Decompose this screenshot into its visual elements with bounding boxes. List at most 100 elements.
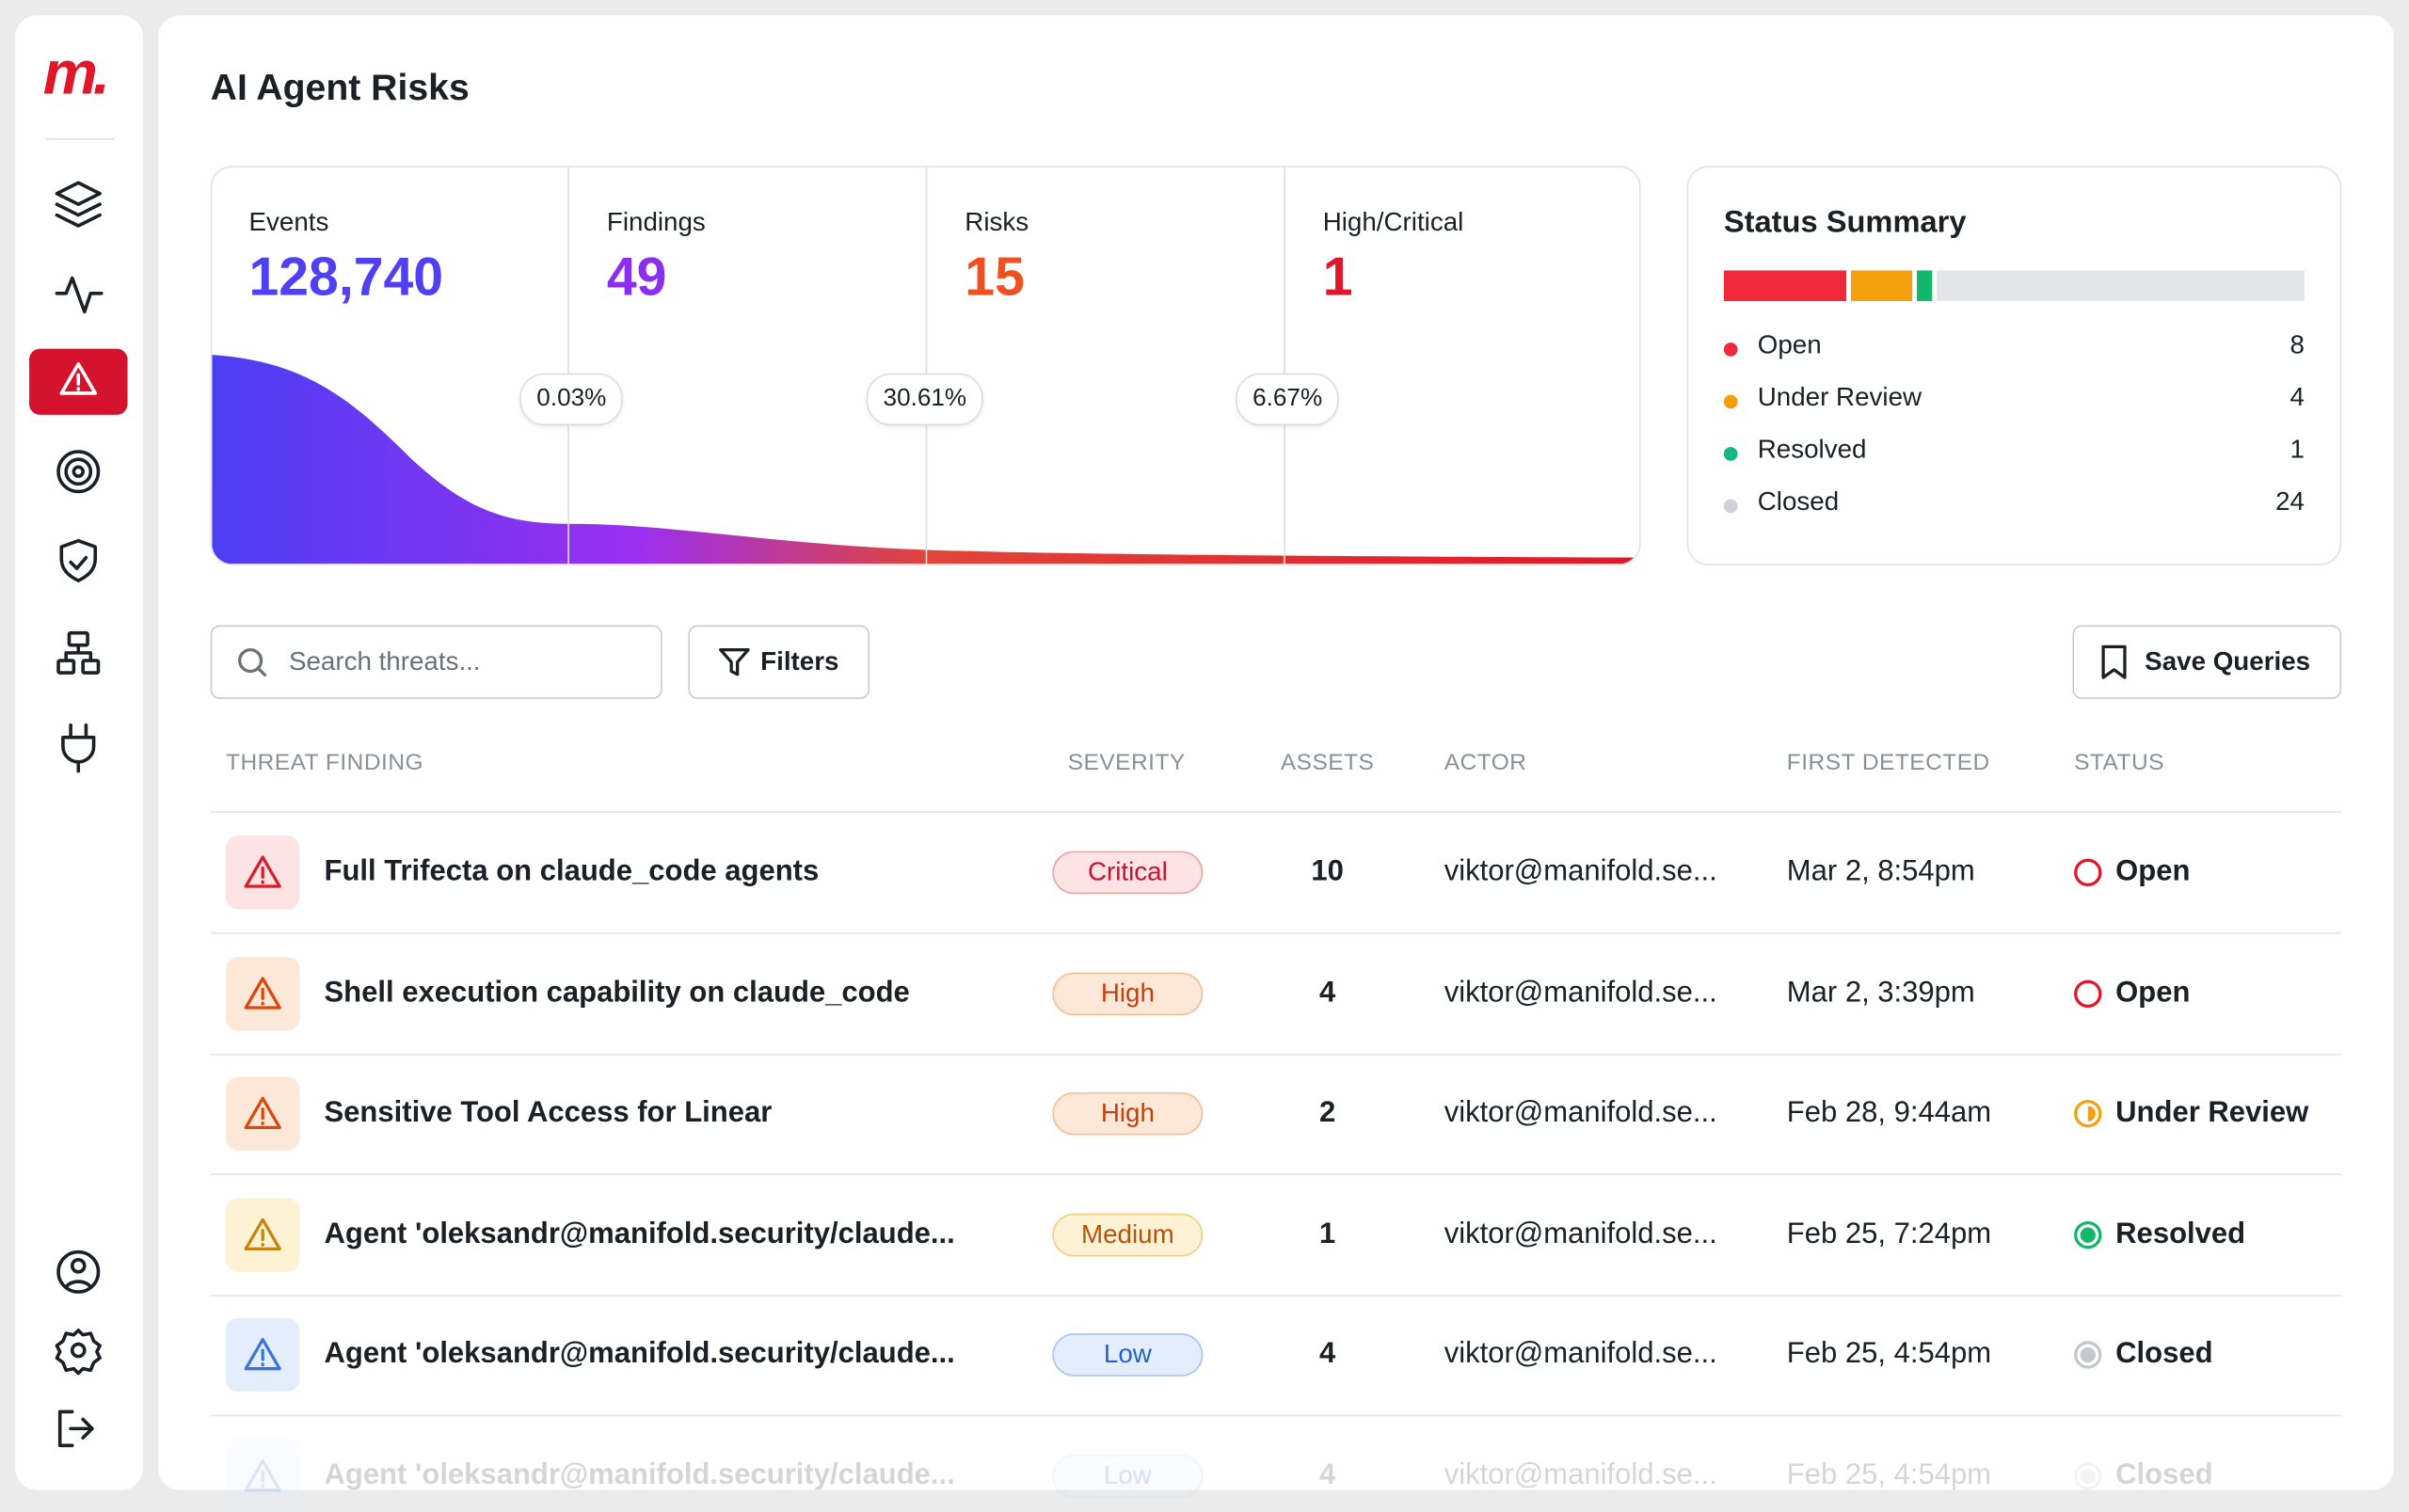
threat-icon xyxy=(225,1076,300,1151)
metric-label: Events xyxy=(248,207,329,237)
status: Open xyxy=(2115,976,2191,1009)
actor: viktor@manifold.se... xyxy=(1444,855,1717,888)
column-header: ASSETS xyxy=(1280,749,1375,776)
status-segment xyxy=(1850,270,1913,301)
row-rule xyxy=(210,1053,2342,1055)
asset-count: 2 xyxy=(1318,1096,1336,1129)
threat-title: Agent 'oleksandr@manifold.security/claud… xyxy=(324,1458,955,1491)
asset-count: 4 xyxy=(1318,976,1336,1009)
threat-title: Full Trifecta on claude_code agents xyxy=(324,855,820,888)
status: Open xyxy=(2115,855,2191,888)
status-segment xyxy=(1937,270,2305,301)
severity-badge: Medium xyxy=(1052,1212,1204,1256)
actor: viktor@manifold.se... xyxy=(1444,1458,1717,1491)
status-dot xyxy=(1723,394,1738,409)
status-bar xyxy=(1723,270,2305,301)
severity-badge: Low xyxy=(1052,1333,1204,1377)
metric-value: 1 xyxy=(1322,247,1353,308)
row-rule xyxy=(210,1173,2342,1175)
asset-count: 4 xyxy=(1318,1458,1336,1491)
status-icon xyxy=(2072,1219,2103,1250)
status-icon xyxy=(2072,978,2103,1009)
threat-icon xyxy=(225,956,300,1030)
first-detected: Mar 2, 8:54pm xyxy=(1786,855,1975,888)
column-header: SEVERITY xyxy=(1067,749,1186,776)
save-label: Save Queries xyxy=(2145,646,2311,676)
sidebar: m. xyxy=(15,15,143,1490)
header-rule xyxy=(210,811,2342,813)
status-card: Status Summary Open 8 Under Review 4 Resolve… xyxy=(1686,166,2342,565)
status: Under Review xyxy=(2115,1096,2309,1129)
status-label: Closed xyxy=(1757,486,1840,517)
status-dot xyxy=(1723,342,1738,357)
severity-badge: High xyxy=(1052,971,1204,1015)
metric-label: High/Critical xyxy=(1322,207,1464,237)
threat-icon xyxy=(225,836,300,910)
row-rule xyxy=(210,1294,2342,1297)
status: Closed xyxy=(2115,1458,2213,1491)
status: Resolved xyxy=(2115,1217,2246,1250)
metric-value: 49 xyxy=(606,247,667,308)
column-header: STATUS xyxy=(2074,749,2164,776)
conversion-rate: 0.03% xyxy=(519,373,624,426)
filters-button[interactable]: Filters xyxy=(688,625,870,699)
actor: viktor@manifold.se... xyxy=(1444,1338,1717,1371)
nav-icons[interactable] xyxy=(15,15,143,1489)
status-dot xyxy=(1723,499,1738,514)
logo[interactable]: m. xyxy=(42,40,110,108)
status: Closed xyxy=(2115,1338,2213,1371)
metric-value: 15 xyxy=(965,247,1025,308)
search-placeholder: Search threats... xyxy=(288,646,481,676)
page-title: AI Agent Risks xyxy=(210,67,470,109)
threat-icon xyxy=(225,1317,300,1393)
threat-title: Shell execution capability on claude_cod… xyxy=(324,976,910,1009)
threat-title: Agent 'oleksandr@manifold.security/claud… xyxy=(324,1338,955,1371)
column-header: FIRST DETECTED xyxy=(1786,749,1990,776)
status-title: Status Summary xyxy=(1723,205,1967,240)
search-box[interactable]: Search threats... xyxy=(210,625,662,699)
row-rule xyxy=(210,1414,2342,1417)
actor: viktor@manifold.se... xyxy=(1444,976,1717,1009)
first-detected: Feb 25, 7:24pm xyxy=(1786,1217,1992,1250)
threat-icon xyxy=(225,1438,300,1512)
threat-title: Sensitive Tool Access for Linear xyxy=(324,1096,773,1129)
status-icon xyxy=(2072,1460,2103,1491)
status-segment xyxy=(1723,270,1847,301)
save-queries-button[interactable]: Save Queries xyxy=(2072,625,2342,699)
row-rule xyxy=(210,932,2342,934)
status-count: 8 xyxy=(2289,330,2305,360)
column-header: ACTOR xyxy=(1444,749,1527,776)
threat-title: Agent 'oleksandr@manifold.security/claud… xyxy=(324,1217,955,1250)
threat-icon xyxy=(225,1197,300,1272)
column-header: THREAT FINDING xyxy=(225,749,424,776)
asset-count: 4 xyxy=(1318,1338,1336,1371)
asset-count: 1 xyxy=(1318,1217,1336,1250)
status-icon xyxy=(2072,1340,2103,1371)
first-detected: Feb 28, 9:44am xyxy=(1786,1096,1992,1129)
severity-badge: High xyxy=(1052,1091,1204,1136)
status-count: 1 xyxy=(2289,435,2305,465)
status-count: 24 xyxy=(2275,486,2305,517)
status-icon xyxy=(2072,1098,2103,1129)
first-detected: Feb 25, 4:54pm xyxy=(1786,1458,1992,1491)
status-dot xyxy=(1723,447,1738,461)
conversion-rate: 30.61% xyxy=(866,373,984,426)
status-label: Open xyxy=(1757,330,1822,360)
conversion-rate: 6.67% xyxy=(1236,373,1340,426)
status-count: 4 xyxy=(2289,382,2305,412)
asset-count: 10 xyxy=(1311,855,1344,888)
actor: viktor@manifold.se... xyxy=(1444,1217,1717,1250)
first-detected: Mar 2, 3:39pm xyxy=(1786,976,1975,1009)
status-label: Resolved xyxy=(1757,435,1867,465)
metrics-card: Events 128,740 Findings 49 Risks 15 High/Criti… xyxy=(210,166,1641,565)
actor: viktor@manifold.se... xyxy=(1444,1096,1717,1129)
metric-label: Findings xyxy=(606,207,706,237)
metric-label: Risks xyxy=(965,207,1029,237)
severity-badge: Low xyxy=(1052,1454,1204,1498)
first-detected: Feb 25, 4:54pm xyxy=(1786,1338,1992,1371)
status-label: Under Review xyxy=(1757,382,1922,412)
status-segment xyxy=(1917,270,1933,301)
severity-badge: Critical xyxy=(1052,851,1204,895)
